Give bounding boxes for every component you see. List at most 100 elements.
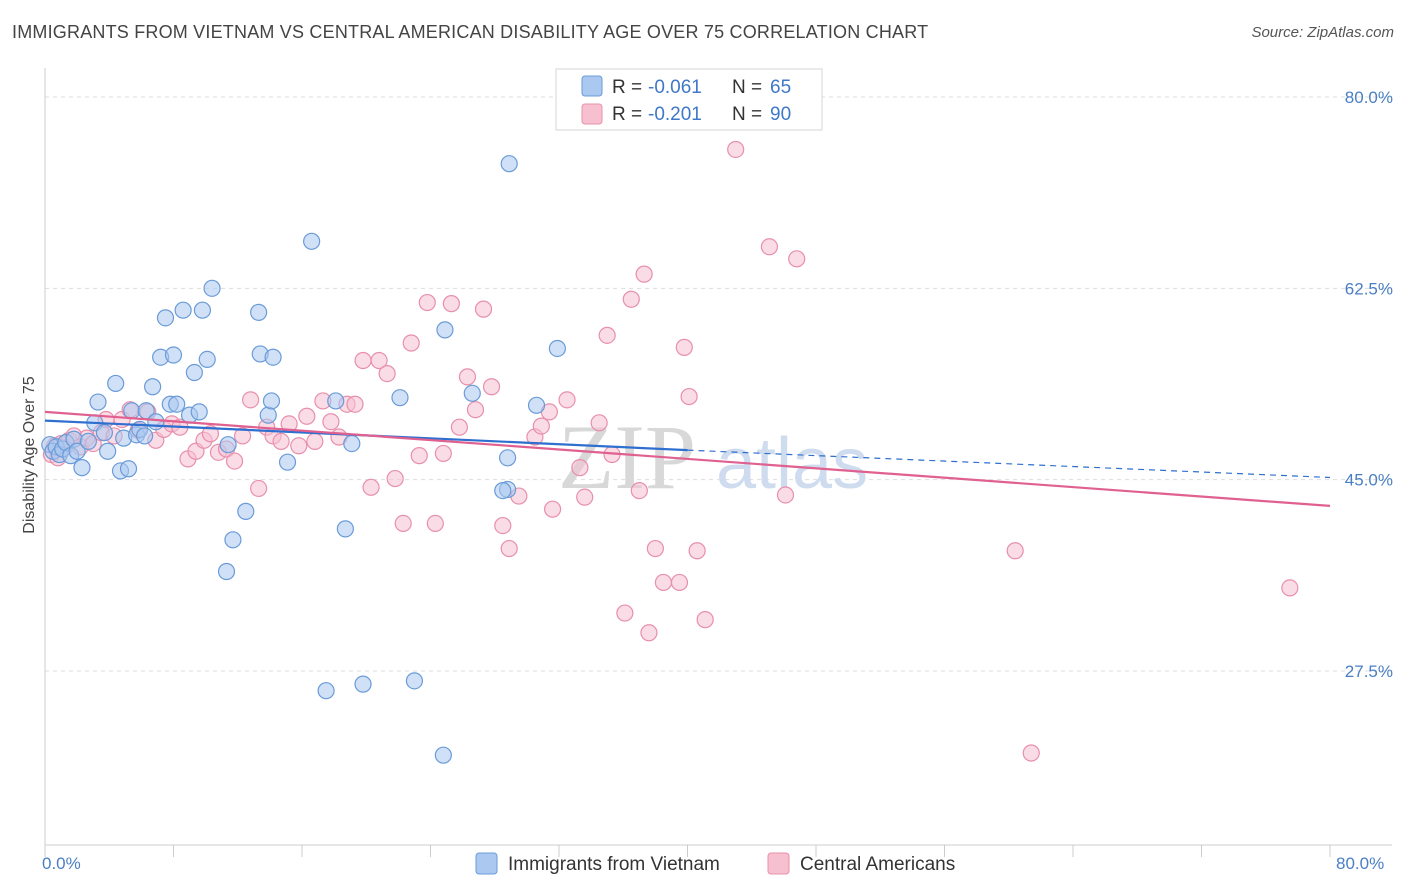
- vietnam-point-8: [68, 442, 86, 460]
- vietnam-point-55: [405, 672, 424, 690]
- vietnam-point-39: [224, 531, 242, 549]
- central-americans-point-78: [646, 539, 664, 558]
- vietnam-point-38: [219, 436, 237, 454]
- trend-line-central-americans: [44, 410, 1331, 508]
- central-americans-point-45: [370, 351, 388, 370]
- vietnam-point-24: [144, 378, 162, 396]
- vietnam-point-63: [548, 339, 566, 358]
- y-tick-label-2: 62.5%: [1345, 279, 1393, 298]
- vietnam-point-59: [499, 449, 517, 467]
- central-americans-point-43: [354, 351, 372, 370]
- vietnam-point-35: [193, 301, 212, 319]
- vietnam-point-31: [174, 301, 192, 319]
- vietnam-point-34: [190, 403, 208, 421]
- vietnam-point-29: [164, 346, 183, 364]
- x-tick-label-max: 80.0%: [1336, 854, 1384, 873]
- vietnam-point-10: [79, 432, 97, 450]
- vietnam-point-37: [203, 279, 221, 297]
- vietnam-point-15: [107, 374, 125, 393]
- y-tick-label-0: 27.5%: [1345, 662, 1393, 681]
- vietnam-point-57: [434, 746, 452, 764]
- legend-r-value-1: -0.061: [648, 77, 702, 98]
- legend-top: R = -0.061 N = 65 R = -0.201 N = 90: [555, 68, 823, 131]
- vietnam-point-22: [135, 427, 154, 445]
- legend-bottom: Immigrants from Vietnam Central American…: [475, 852, 955, 875]
- legend-bottom-swatch-central: [767, 852, 790, 875]
- vietnam-point-27: [156, 309, 175, 327]
- vietnam-point-49: [317, 682, 335, 700]
- legend-n-label-1: N =: [732, 77, 762, 98]
- central-americans-point-57: [466, 401, 485, 419]
- central-americans-point-87: [776, 486, 795, 504]
- central-americans-point-24: [201, 425, 220, 443]
- central-americans-point-56: [458, 368, 477, 386]
- central-americans-point-54: [442, 295, 460, 313]
- central-americans-point-86: [760, 238, 779, 256]
- vietnam-point-41: [237, 502, 255, 520]
- central-americans-point-88: [788, 250, 806, 268]
- grid-lines: [45, 96, 1392, 672]
- central-americans-point-60: [494, 516, 512, 535]
- central-americans-point-89: [1006, 542, 1024, 560]
- vietnam-point-47: [278, 453, 297, 471]
- central-americans-point-83: [688, 542, 706, 560]
- central-americans-point-71: [598, 326, 616, 344]
- x-tick-label-min: 0.0%: [42, 854, 81, 873]
- legend-n-value-1: 65: [770, 77, 791, 98]
- central-americans-point-75: [630, 482, 648, 500]
- legend-swatch-central: [581, 103, 603, 125]
- chart-title: IMMIGRANTS FROM VIETNAM VS CENTRAL AMERI…: [12, 22, 929, 42]
- legend-r-label-2: R =: [612, 104, 642, 125]
- legend-r-label-1: R =: [612, 77, 642, 98]
- trend-lines: [44, 410, 1331, 508]
- central-americans-point-76: [635, 265, 653, 283]
- central-americans-point-69: [576, 488, 594, 506]
- central-americans-point-90: [1022, 744, 1040, 762]
- central-americans-point-58: [474, 300, 493, 318]
- vietnam-point-44: [259, 406, 277, 424]
- central-americans-point-82: [680, 387, 698, 406]
- vietnam-point-50: [327, 392, 345, 410]
- vietnam-point-64: [494, 482, 512, 500]
- legend-n-label-2: N =: [732, 104, 762, 125]
- central-americans-point-52: [426, 514, 444, 533]
- vietnam-point-40: [217, 562, 236, 581]
- vietnam-point-13: [95, 424, 114, 442]
- central-americans-point-79: [654, 573, 673, 592]
- legend-swatch-vietnam: [581, 75, 603, 97]
- legend-r-value-2: -0.201: [648, 104, 702, 125]
- central-americans-point-50: [410, 447, 428, 465]
- series-immigrants-from-vietnam: [41, 155, 566, 764]
- central-americans-point-33: [272, 432, 290, 450]
- central-americans-point-68: [571, 459, 589, 477]
- legend-bottom-label-vietnam: Immigrants from Vietnam: [508, 854, 720, 875]
- central-americans-point-70: [590, 414, 608, 432]
- y-tick-label-3: 80.0%: [1345, 88, 1393, 107]
- legend-bottom-swatch-vietnam: [475, 852, 498, 875]
- vietnam-point-53: [354, 675, 372, 693]
- central-americans-point-81: [675, 338, 693, 356]
- central-americans-point-48: [394, 514, 412, 533]
- source-label: Source: ZipAtlas.com: [1251, 24, 1394, 41]
- central-americans-point-39: [322, 413, 340, 431]
- central-americans-point-37: [306, 432, 324, 450]
- central-americans-point-59: [482, 378, 501, 396]
- vietnam-point-12: [89, 393, 107, 411]
- central-americans-point-44: [362, 478, 380, 496]
- central-americans-point-27: [225, 452, 244, 470]
- vietnam-point-36: [198, 350, 216, 368]
- y-axis-label: Disability Age Over 75: [21, 376, 38, 534]
- y-tick-label-1: 45.0%: [1345, 471, 1393, 490]
- central-americans-point-29: [242, 391, 260, 409]
- vietnam-point-51: [336, 520, 354, 538]
- y-tick-labels: 27.5% 45.0% 62.5% 80.0%: [1345, 88, 1393, 681]
- legend-n-value-2: 90: [770, 104, 791, 125]
- central-americans-point-80: [670, 573, 689, 592]
- vietnam-point-25: [147, 413, 165, 431]
- central-americans-point-51: [418, 293, 436, 312]
- central-americans-point-30: [250, 479, 268, 498]
- x-tick-labels: 0.0% 80.0%: [42, 854, 1384, 873]
- vietnam-point-18: [119, 460, 138, 478]
- vietnam-point-42: [250, 303, 268, 321]
